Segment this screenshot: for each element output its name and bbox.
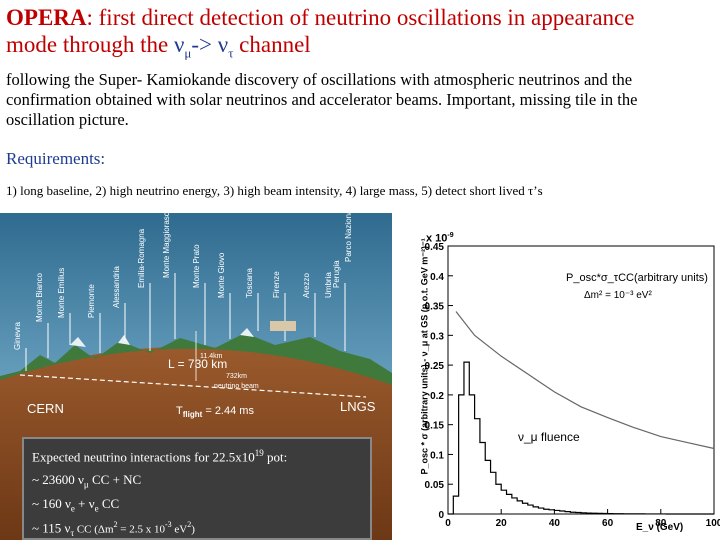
flight-t: T <box>176 405 183 417</box>
exp-l2b: CC + NC <box>88 472 142 487</box>
y-tick-label: 0.2 <box>430 391 444 402</box>
title-channel: channel <box>233 32 311 57</box>
neutrino-fluence-chart: 0.45 0.4 0.35 0.3 0.25 0.2 0.15 0.1 0.05 0 0 20 40 60… <box>396 224 720 540</box>
cern-label: CERN <box>27 401 64 416</box>
x-tick-label: 80 <box>655 518 667 529</box>
exp-l4a: ~ 115 ν <box>32 520 71 536</box>
exp-l4c: = 2.5 x 10 <box>117 523 165 536</box>
x-tick-label: 0 <box>445 518 451 529</box>
label-monte-giovo: Monte Giovo <box>217 252 226 298</box>
label-perugia: Perugia <box>332 260 341 288</box>
exp-l2-sub: μ <box>83 479 89 490</box>
title-rest-2: mode through the <box>6 32 174 57</box>
x-tick-label: 40 <box>549 518 561 529</box>
title-nu-2: ν <box>217 32 229 57</box>
neutrino-beam-line <box>19 374 367 398</box>
exp-l4d: eV <box>171 523 188 536</box>
region-markers <box>25 273 346 371</box>
chart-svg: 0.45 0.4 0.35 0.3 0.25 0.2 0.15 0.1 0.05 00 20 40 60… <box>425 242 720 529</box>
label-monte-maggiorasca: Monte Maggiorasca <box>162 213 171 278</box>
label-monte-emilius: Monte Emilius <box>57 267 66 318</box>
title-mu: μ <box>184 45 192 61</box>
label-ginevra: Ginevra <box>13 321 22 350</box>
label-emilia-romagna: Emilia-Romagna <box>137 228 146 288</box>
mult: x 10 <box>426 232 448 245</box>
y-axis-label: P_osc * σ (arbitrary units) - ν_μ at GS … <box>419 238 430 475</box>
exp-l3-sub2: e <box>94 503 99 514</box>
y-tick-label: 0.45 <box>425 242 445 253</box>
intro-paragraph: following the Super- Kamiokande discover… <box>6 70 638 129</box>
title-tau: τ <box>228 45 234 61</box>
distance-label: L = 730 km <box>168 357 228 371</box>
plot-frame <box>447 245 715 515</box>
x-tick-label: 100 <box>706 518 720 529</box>
y-tick-label: 0.15 <box>425 421 445 432</box>
x-tick-label: 20 <box>496 518 508 529</box>
label-gran-sasso: Parco Nazionale del Gran Sasso <box>344 213 353 262</box>
y-tick-label: 0.4 <box>430 272 444 283</box>
label-monte-bianco: Monte Bianco <box>35 273 44 322</box>
expected-line-4: ~ 115 ντ CC (Δm2 = 2.5 x 10-3 eV2) <box>32 520 195 538</box>
exp-l1: Expected neutrino interactions for 22.5x… <box>32 449 255 465</box>
label-monte-prato: Monte Prato <box>192 244 201 288</box>
depth-label: 11.4km <box>200 353 223 360</box>
requirements-heading: Requirements: <box>6 149 106 168</box>
exp-l4b: CC (Δm <box>74 523 114 536</box>
expected-interactions-box: Expected neutrino interactions for 22.5x… <box>22 437 372 540</box>
mult-exp: -9 <box>447 232 454 239</box>
exp-l4-sup2: -3 <box>165 520 172 529</box>
y-tick-label: 0.25 <box>425 361 445 372</box>
exp-l3a: ~ 160 ν <box>32 496 71 511</box>
exp-l4-sup3: 2 <box>187 520 192 529</box>
label-firenze: Firenze <box>272 271 281 298</box>
exp-l4e: ) <box>191 523 195 536</box>
mountains <box>0 333 392 385</box>
expected-line-1: Expected neutrino interactions for 22.5x… <box>32 448 287 465</box>
exp-l1-sup: 19 <box>254 448 264 458</box>
label-arezzo: Arezzo <box>302 273 311 298</box>
flight-sub: flight <box>182 410 203 420</box>
y-tick-label: 0.3 <box>430 331 444 342</box>
beam-label: neutrino beam <box>214 383 259 390</box>
lngs-label: LNGS <box>340 399 376 414</box>
x-tick-label: 60 <box>602 518 614 529</box>
exp-l3c: CC <box>98 496 120 511</box>
fluence-annotation: ν_μ fluence <box>518 430 580 444</box>
exp-l1-end: pot: <box>263 449 288 465</box>
label-piemonte: Piemonte <box>87 284 96 318</box>
dm-annotation: Δm² = 10⁻³ eV² <box>584 290 652 301</box>
exp-l4-sup: 2 <box>113 520 118 529</box>
exp-l4-sub: τ <box>70 527 75 538</box>
expected-line-3: ~ 160 νe + νe CC <box>32 496 119 514</box>
fluence-histogram <box>448 361 714 515</box>
title-arrow: -> <box>191 32 218 57</box>
expected-line-2: ~ 23600 νμ CC + NC <box>32 472 141 490</box>
exp-l3-sub1: e <box>70 503 75 514</box>
y-multiplier: x 10-9 <box>426 232 454 245</box>
town <box>270 321 296 331</box>
chord-label: 732km <box>226 373 248 380</box>
title-nu-mu: νμ-> ντ <box>174 32 233 61</box>
posc-annotation: P_osc*σ_τCC(arbitrary units) <box>566 272 708 284</box>
title-nu-1: ν <box>174 32 185 57</box>
y-tick-label: 0.1 <box>430 450 444 461</box>
page-title: OPERA: first direct detection of neutrin… <box>6 4 712 67</box>
requirements-list: 1) long baseline, 2) high neutrino energ… <box>6 183 543 198</box>
label-alessandria: Alessandria <box>112 266 121 308</box>
y-tick-label: 0 <box>438 510 444 521</box>
y-tick-label: 0.35 <box>425 302 445 313</box>
title-rest-1: : first direct detection of neutrino osc… <box>86 5 635 30</box>
flight-time: Tflight = 2.44 ms <box>176 405 254 419</box>
label-toscana: Toscana <box>245 268 254 298</box>
y-tick-label: 0.05 <box>425 480 445 491</box>
posc-curve <box>455 311 715 450</box>
title-opera: OPERA <box>6 5 87 30</box>
exp-l3b: + ν <box>74 496 95 511</box>
exp-l2a: ~ 23600 ν <box>32 472 84 487</box>
x-axis-label: E_ν (GeV) <box>636 522 684 533</box>
flight-value: = 2.44 ms <box>202 405 254 417</box>
